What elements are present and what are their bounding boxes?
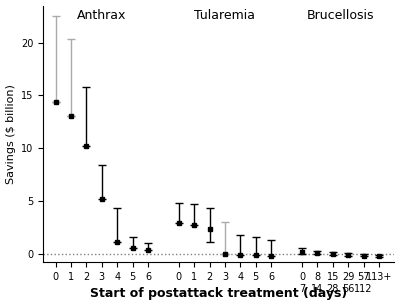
Text: 112: 112 xyxy=(354,284,373,294)
Text: 56: 56 xyxy=(342,284,354,294)
Text: Tularemia: Tularemia xyxy=(194,9,256,22)
Text: Brucellosis: Brucellosis xyxy=(307,9,374,22)
Y-axis label: Savings ($ billion): Savings ($ billion) xyxy=(6,84,16,184)
Text: 14: 14 xyxy=(311,284,324,294)
X-axis label: Start of postattack treatment (days): Start of postattack treatment (days) xyxy=(90,287,348,300)
Text: 7: 7 xyxy=(299,284,305,294)
Text: Anthrax: Anthrax xyxy=(77,9,126,22)
Text: 28: 28 xyxy=(327,284,339,294)
